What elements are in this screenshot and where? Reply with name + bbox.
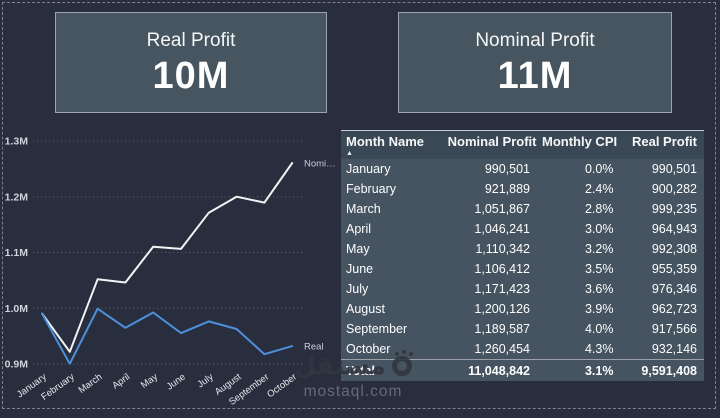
table-row: October 1,260,454 4.3% 932,146 — [341, 339, 704, 360]
table-row: June 1,106,412 3.5% 955,359 — [341, 259, 704, 279]
sort-ascending-icon: ▲ — [346, 150, 353, 157]
table-cell[interactable]: 4.0% — [537, 319, 621, 339]
table-cell[interactable]: October — [341, 339, 443, 360]
table-cell[interactable]: 3.6% — [537, 279, 621, 299]
x-axis-label: July — [195, 371, 215, 390]
table-cell[interactable]: 1,110,342 — [442, 239, 537, 259]
table-cell[interactable]: January — [341, 159, 443, 179]
table-cell[interactable]: September — [341, 319, 443, 339]
table-cell[interactable]: 3.0% — [537, 219, 621, 239]
table-cell[interactable]: 955,359 — [620, 259, 704, 279]
table-cell[interactable]: June — [341, 259, 443, 279]
table-cell[interactable]: 2.4% — [537, 179, 621, 199]
y-axis-tick-label: 1.3M — [5, 136, 29, 148]
table-body: January 990,501 0.0% 990,501 February 921,889… — [341, 159, 704, 381]
card-title: Real Profit — [146, 29, 236, 51]
table-row: September 1,189,587 4.0% 917,566 — [341, 319, 704, 339]
table-cell[interactable]: 976,346 — [620, 279, 704, 299]
x-axis-label: March — [77, 372, 105, 396]
table-row: May 1,110,342 3.2% 992,308 — [341, 239, 704, 259]
table-cell[interactable]: 1,046,241 — [442, 219, 537, 239]
table-row: February 921,889 2.4% 900,282 — [341, 179, 704, 199]
table-cell[interactable]: 1,051,867 — [442, 199, 537, 219]
table-cell[interactable]: July — [341, 279, 443, 299]
table-cell[interactable]: 999,235 — [620, 199, 704, 219]
table-cell[interactable]: 4.3% — [537, 339, 621, 360]
series-end-label: Real — [304, 342, 324, 353]
y-axis-tick-label: 1.1M — [5, 247, 29, 259]
nominal-profit-card[interactable]: Nominal Profit 11M — [398, 12, 672, 113]
card-value: 11M — [497, 54, 573, 97]
table-total-row: Total 11,048,842 3.1% 9,591,408 — [341, 359, 704, 381]
nominal-profit-line[interactable] — [41, 162, 294, 353]
table-row: January 990,501 0.0% 990,501 — [341, 159, 704, 179]
table-cell[interactable]: 932,146 — [620, 339, 704, 360]
real-profit-card[interactable]: Real Profit 10M — [55, 12, 327, 113]
table-cell[interactable]: 2.8% — [537, 199, 621, 219]
table-cell[interactable]: August — [341, 299, 443, 319]
table-row: July 1,171,423 3.6% 976,346 — [341, 279, 704, 299]
table-row: April 1,046,241 3.0% 964,943 — [341, 219, 704, 239]
card-value: 10M — [152, 54, 230, 97]
table-cell[interactable]: 1,189,587 — [442, 319, 537, 339]
table-cell[interactable]: 0.0% — [537, 159, 621, 179]
table-cell[interactable]: 3.9% — [537, 299, 621, 319]
data-table: Month Name ▲ Nominal Profit Monthly CPI Real… — [341, 130, 704, 381]
y-axis-tick-label: 1.2M — [5, 191, 29, 203]
series-end-label: Nomi… — [304, 159, 336, 170]
table-cell[interactable]: 11,048,842 — [442, 359, 537, 381]
table-cell[interactable]: 9,591,408 — [620, 359, 704, 381]
table-cell[interactable]: 1,200,126 — [442, 299, 537, 319]
column-header-nominal-profit[interactable]: Nominal Profit — [442, 130, 537, 159]
y-axis-tick-label: 0.9M — [5, 359, 29, 371]
table-cell[interactable]: 3.5% — [537, 259, 621, 279]
column-header-monthly-cpi[interactable]: Monthly CPI — [537, 130, 621, 159]
table-cell[interactable]: 990,501 — [620, 159, 704, 179]
table-cell[interactable]: 921,889 — [442, 179, 537, 199]
table-cell[interactable]: 917,566 — [620, 319, 704, 339]
profit-table[interactable]: Month Name ▲ Nominal Profit Monthly CPI Real… — [341, 130, 704, 381]
table-cell[interactable]: Total — [341, 359, 443, 381]
x-axis-label: June — [165, 372, 188, 393]
table-row: August 1,200,126 3.9% 962,723 — [341, 299, 704, 319]
table-cell[interactable]: March — [341, 199, 443, 219]
table-cell[interactable]: 1,171,423 — [442, 279, 537, 299]
profit-line-chart[interactable]: 0.9M 1.0M 1.1M 1.2M 1.3M January February March… — [0, 130, 336, 413]
table-cell[interactable]: February — [341, 179, 443, 199]
column-header-real-profit[interactable]: Real Profit — [620, 130, 704, 159]
card-title: Nominal Profit — [475, 29, 595, 51]
table-cell[interactable]: 3.2% — [537, 239, 621, 259]
table-cell[interactable]: 990,501 — [442, 159, 537, 179]
table-row: March 1,051,867 2.8% 999,235 — [341, 199, 704, 219]
table-cell[interactable]: April — [341, 219, 443, 239]
table-cell[interactable]: May — [341, 239, 443, 259]
x-axis-label: April — [110, 372, 132, 392]
real-profit-line[interactable] — [41, 307, 294, 365]
x-axis-label: October — [265, 372, 299, 401]
table-cell[interactable]: 3.1% — [537, 359, 621, 381]
table-cell[interactable]: 1,106,412 — [442, 259, 537, 279]
table-cell[interactable]: 900,282 — [620, 179, 704, 199]
x-axis-label: May — [139, 371, 160, 391]
table-cell[interactable]: 992,308 — [620, 239, 704, 259]
table-cell[interactable]: 964,943 — [620, 219, 704, 239]
table-cell[interactable]: 1,260,454 — [442, 339, 537, 360]
table-header: Month Name ▲ Nominal Profit Monthly CPI Real… — [341, 130, 704, 159]
y-axis-tick-label: 1.0M — [5, 303, 29, 315]
table-cell[interactable]: 962,723 — [620, 299, 704, 319]
column-header-month-name[interactable]: Month Name ▲ — [341, 130, 443, 159]
